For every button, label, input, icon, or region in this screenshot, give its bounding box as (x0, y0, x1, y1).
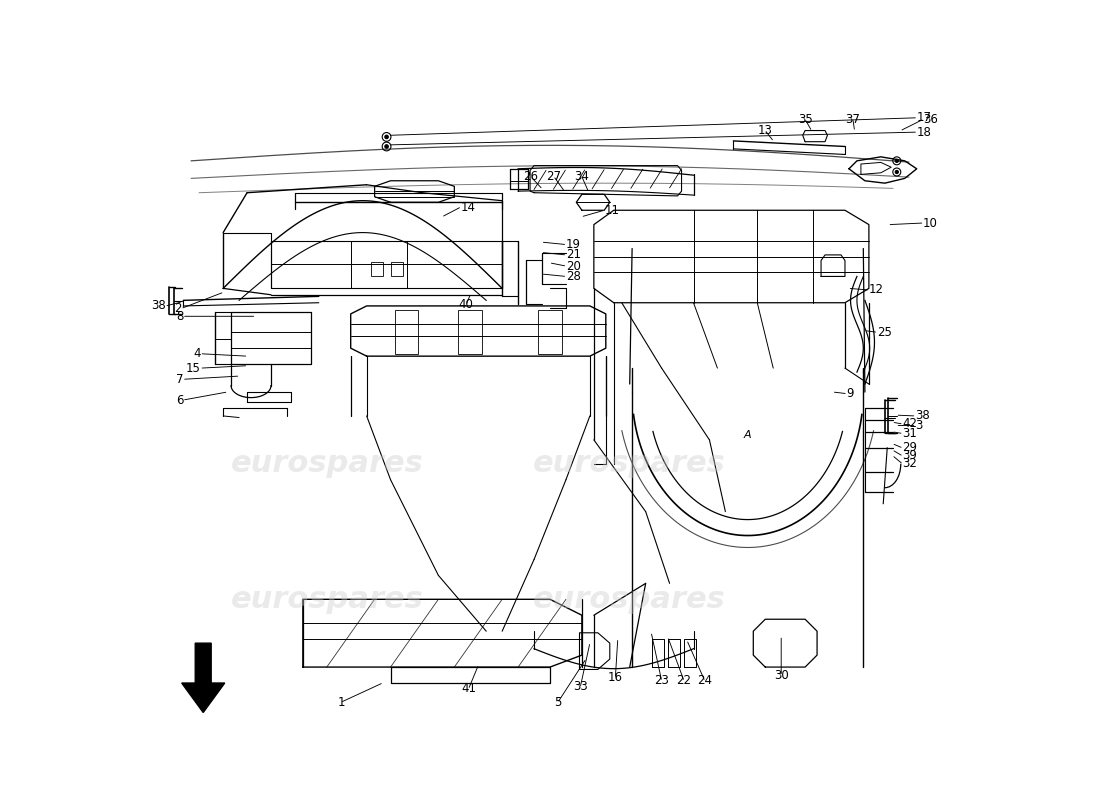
Text: 20: 20 (565, 259, 581, 273)
Text: 32: 32 (902, 458, 917, 470)
Text: 16: 16 (608, 671, 623, 684)
Text: 40: 40 (459, 298, 474, 311)
Text: 9: 9 (847, 387, 854, 400)
Circle shape (895, 170, 899, 174)
Bar (538, 310, 562, 354)
Text: 29: 29 (902, 442, 917, 454)
Text: eurospares: eurospares (230, 585, 424, 614)
Text: 34: 34 (574, 170, 590, 183)
Text: 28: 28 (565, 270, 581, 283)
Text: 2: 2 (174, 302, 182, 315)
Text: 41: 41 (461, 682, 476, 695)
Text: 15: 15 (186, 362, 201, 374)
Circle shape (895, 159, 899, 162)
Text: 31: 31 (902, 427, 917, 440)
Text: 3: 3 (915, 419, 923, 432)
Text: 35: 35 (798, 113, 813, 126)
Polygon shape (182, 643, 224, 713)
Text: 21: 21 (565, 249, 581, 262)
Text: 42: 42 (902, 418, 917, 430)
Text: 37: 37 (846, 113, 860, 126)
Text: eurospares: eurospares (534, 450, 726, 478)
Circle shape (385, 135, 388, 138)
Bar (371, 262, 383, 277)
Text: 26: 26 (524, 170, 538, 183)
Text: 12: 12 (869, 283, 884, 297)
Bar (390, 262, 403, 277)
Text: A: A (744, 430, 751, 440)
Text: 1: 1 (338, 696, 345, 709)
Text: 8: 8 (176, 310, 184, 322)
Text: eurospares: eurospares (534, 585, 726, 614)
Text: 36: 36 (923, 113, 938, 126)
Text: 10: 10 (923, 217, 938, 230)
Text: 7: 7 (176, 373, 184, 386)
Text: 27: 27 (547, 170, 561, 183)
Text: 22: 22 (676, 674, 692, 687)
Text: 11: 11 (604, 204, 619, 217)
Text: 4: 4 (194, 347, 201, 360)
Text: 6: 6 (176, 394, 184, 406)
Text: 39: 39 (902, 450, 917, 462)
Text: 14: 14 (461, 201, 475, 214)
Text: 17: 17 (916, 111, 932, 124)
Text: 24: 24 (697, 674, 712, 687)
Text: 25: 25 (877, 326, 892, 338)
Circle shape (385, 145, 388, 148)
Text: eurospares: eurospares (230, 450, 424, 478)
Text: 38: 38 (915, 410, 930, 422)
Text: 19: 19 (565, 238, 581, 251)
Bar (395, 310, 418, 354)
Text: 13: 13 (758, 124, 772, 137)
Text: 18: 18 (916, 126, 932, 138)
Text: 38: 38 (151, 299, 166, 313)
Bar (459, 310, 482, 354)
Text: 23: 23 (654, 674, 669, 687)
Text: 33: 33 (573, 681, 587, 694)
Text: 30: 30 (773, 669, 789, 682)
Text: 5: 5 (554, 696, 562, 709)
